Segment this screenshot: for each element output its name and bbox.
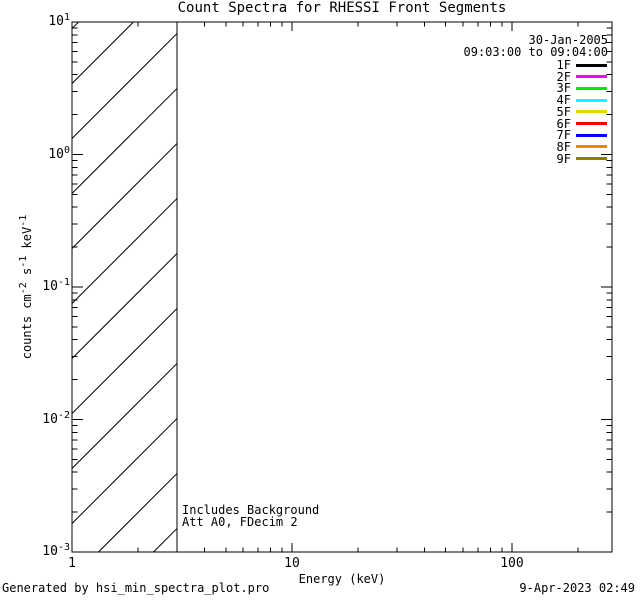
x-axis-ticks [71, 22, 579, 552]
legend-entry-8f: 8F [557, 141, 607, 153]
legend-entry-1f: 1F [557, 59, 607, 71]
legend-color-line [576, 98, 607, 102]
legend-time-range: 09:03:00 to 09:04:00 [463, 45, 609, 59]
legend-entry-label: 2F [556, 69, 571, 84]
plot-title: Count Spectra for RHESSI Front Segments [177, 0, 507, 16]
legend-date: 30-Jan-2005 [528, 33, 608, 47]
x-tick-label: 1 [68, 556, 76, 571]
footer-generator: Generated by hsi_min_spectra_plot.pro [2, 581, 270, 595]
legend-entry-2f: 2F [557, 71, 607, 83]
legend-entry-label: 3F [556, 81, 571, 96]
legend-color-line [576, 63, 607, 67]
y-tick-label: 10-1 [42, 277, 70, 294]
legend-entry-5f: 5F [557, 106, 607, 118]
legend-entry-label: 9F [556, 151, 571, 166]
legend-color-line [576, 75, 607, 79]
legend-entry-6f: 6F [557, 118, 607, 130]
x-tick-label: 100 [500, 556, 524, 571]
y-tick-label: 100 [48, 145, 70, 162]
footer-datetime: 9-Apr-2023 02:49 [519, 581, 635, 595]
legend-entry-7f: 7F [557, 129, 607, 141]
legend-entry-3f: 3F [557, 82, 607, 94]
legend-color-line [576, 157, 607, 161]
x-axis-label: Energy (keV) [298, 572, 386, 586]
legend-color-line [576, 110, 607, 114]
y-tick-label: 10-2 [42, 410, 70, 427]
legend-entry-label: 7F [556, 128, 571, 143]
legend-entry-label: 5F [556, 104, 571, 119]
legend-entry-label: 1F [556, 58, 571, 72]
legend-entry-9f: 9F [557, 153, 607, 165]
legend-entry-label: 6F [556, 116, 571, 131]
legend-color-line [576, 133, 607, 137]
legend-color-line [576, 86, 607, 90]
legend-color-line [576, 145, 607, 149]
y-tick-label: 101 [48, 12, 70, 29]
x-tick-label: 10 [284, 556, 300, 571]
legend-color-line [576, 122, 607, 125]
y-axis-label: counts cm-2 s-1 keV-1 [18, 214, 34, 360]
legend-entry-label: 8F [556, 139, 571, 154]
y-axis-ticks [72, 21, 612, 553]
axes-frame [71, 21, 613, 553]
annotation-includes-background: Includes Background [182, 503, 320, 517]
annotation-attenuator-state: Att A0, FDecim 2 [182, 515, 298, 529]
y-tick-label: 10-3 [42, 542, 70, 559]
legend-entry-4f: 4F [557, 94, 607, 106]
legend-entry-label: 4F [556, 93, 571, 108]
hatched-band [71, 21, 178, 553]
